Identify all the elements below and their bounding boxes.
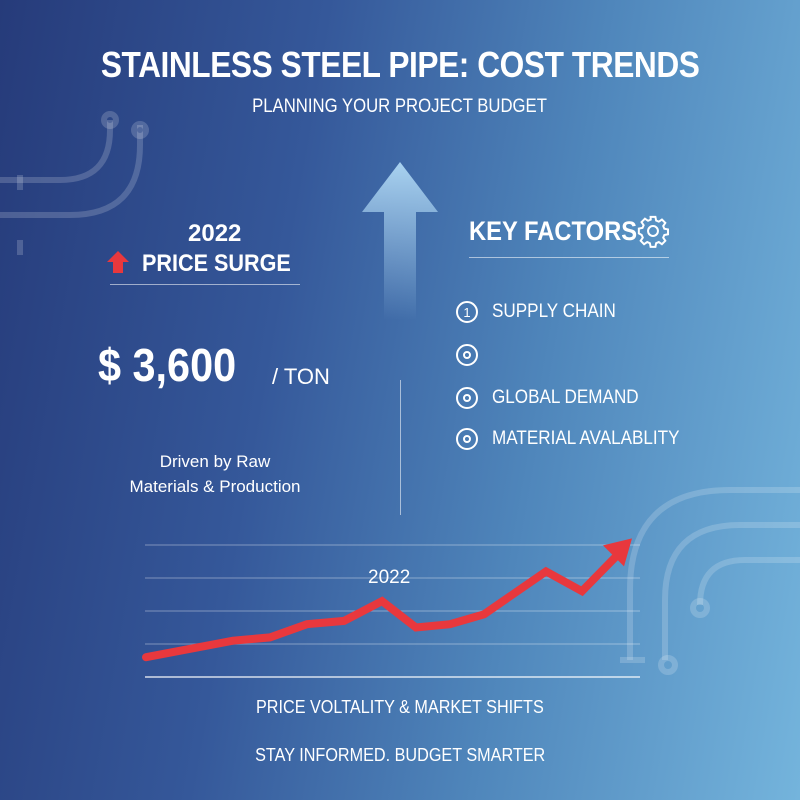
target-icon: [456, 387, 478, 409]
price-line: [142, 550, 622, 662]
number-one-icon: 1: [456, 301, 478, 323]
divider: [110, 284, 300, 285]
trend-arrowhead: [603, 538, 632, 567]
key-factors-title: KEY FACTORS: [469, 216, 638, 246]
surge-year: 2022: [188, 220, 242, 247]
gear-icon: [637, 215, 670, 248]
vertical-divider: [400, 380, 401, 515]
price-value: $ 3,600: [98, 339, 237, 391]
page-subtitle: PLANNING YOUR PROJECT BUDGET: [252, 96, 548, 117]
tagline: STAY INFORMED. BUDGET SMARTER: [254, 745, 546, 765]
surge-note: Driven by Raw Materials & Production: [129, 452, 301, 496]
price-unit: / TON: [272, 364, 330, 389]
surge-label: PRICE SURGE: [142, 250, 291, 277]
target-icon: [456, 344, 478, 366]
factor-item: GLOBAL DEMAND: [456, 387, 655, 409]
chart-annotation: 2022: [368, 567, 411, 588]
factor-item: MATERIAL AVALABLITY: [456, 428, 700, 450]
divider: [469, 257, 669, 258]
page-title: STAINLESS STEEL PIPE: COST TRENDS: [100, 44, 700, 85]
big-up-arrow-icon: [362, 162, 438, 320]
red-up-arrow-icon: [107, 251, 129, 273]
target-icon: [456, 428, 478, 450]
factor-item: 1 SUPPLY CHAIN: [456, 301, 630, 323]
factor-item: [456, 344, 492, 366]
chart-caption: PRICE VOLTALITY & MARKET SHIFTS: [256, 697, 544, 717]
